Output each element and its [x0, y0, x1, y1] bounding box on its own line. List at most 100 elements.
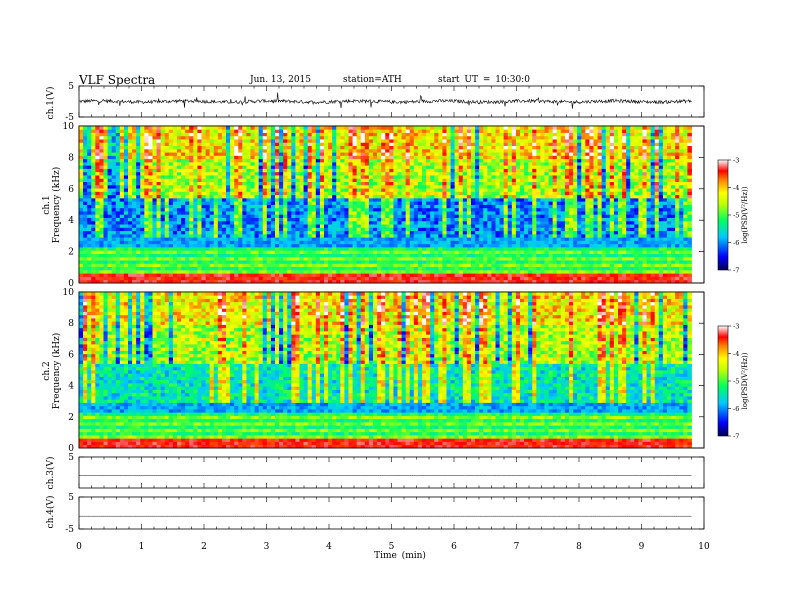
ch1s-cell — [111, 269, 117, 274]
ch1s-cell — [128, 145, 133, 150]
ch1s-cell — [91, 181, 96, 186]
ch1s-cell — [238, 191, 243, 196]
ch1s-cell — [454, 135, 460, 140]
ch1s-cell — [250, 152, 255, 156]
ch1s-cell — [201, 175, 206, 179]
ch1s-cell — [140, 263, 145, 268]
ch1s-cell — [364, 207, 370, 212]
ch1s-cell — [336, 273, 341, 277]
ch1s-cell — [111, 152, 117, 156]
ch1s-cell — [458, 145, 464, 150]
ch1s-cell — [299, 207, 304, 212]
ch1s-cell — [111, 211, 117, 215]
ch1s-cell — [287, 158, 292, 163]
ch1s-cell — [181, 126, 186, 130]
ch1s-cell — [213, 201, 219, 205]
ch1s-cell — [95, 204, 100, 209]
ch1s-cell — [79, 201, 84, 205]
ch1s-cell — [385, 227, 390, 232]
ch1s-cell — [283, 227, 288, 232]
ch1s-cell — [307, 227, 313, 232]
ch1s-cell — [295, 135, 300, 140]
ch1s-cell — [164, 273, 170, 277]
ch1s-cell — [307, 126, 313, 130]
ch1s-cell — [389, 184, 394, 189]
ch1s-cell — [360, 152, 366, 156]
ch1s-cell — [356, 263, 362, 268]
ch1s-cell — [295, 126, 300, 130]
ch1s-cell — [479, 135, 484, 140]
ch1s-cell — [164, 217, 170, 222]
ch1s-cell — [213, 211, 219, 215]
ch1s-cell — [409, 240, 415, 245]
ch1s-cell — [144, 158, 149, 163]
ch1s-cell — [356, 269, 362, 274]
ch1s-cell — [283, 217, 288, 222]
ch1s-cell — [475, 188, 480, 192]
ch1s-cell — [446, 207, 451, 212]
ch1s-cell — [144, 247, 149, 251]
ch1s-cell — [454, 256, 460, 261]
ch1s-cell — [132, 184, 137, 189]
ch1s-cell — [475, 214, 480, 218]
ch1s-cell — [123, 247, 129, 251]
ch1s-cell — [438, 165, 443, 169]
ch1s-cell — [344, 142, 349, 147]
ch1s-cell — [332, 148, 337, 153]
ch1s-cell — [311, 260, 317, 264]
ch1s-cell — [462, 247, 468, 251]
ch1s-cell — [287, 129, 292, 133]
ch1s-cell — [160, 145, 166, 150]
ch1s-cell — [242, 207, 247, 212]
ch1s-cell — [466, 224, 472, 228]
ch1s-cell — [446, 273, 451, 277]
ch1s-cell — [136, 227, 141, 232]
ch1s-cell — [189, 211, 194, 215]
ch1s-cell — [471, 233, 476, 238]
ch1s-cell — [466, 247, 472, 251]
ch1s-cell — [340, 158, 345, 163]
ch1s-cell — [164, 132, 170, 137]
ch1s-cell — [417, 161, 423, 166]
ch1s-cell — [413, 129, 419, 133]
ch1s-cell — [177, 214, 182, 218]
ch1s-cell — [287, 269, 292, 274]
ch1s-cell — [226, 126, 231, 130]
ch1s-cell — [319, 207, 325, 212]
ch1s-cell — [283, 155, 288, 160]
ch1s-cell — [385, 201, 390, 205]
ch1s-cell — [377, 152, 382, 156]
ch1s-cell — [172, 194, 178, 199]
ch1s-cell — [368, 211, 374, 215]
ch1s-cell — [348, 126, 353, 130]
ch1s-cell — [95, 194, 100, 199]
ch1s-cell — [458, 253, 464, 258]
ch1s-cell — [201, 184, 206, 189]
ch1s-cell — [291, 237, 296, 241]
ch1s-cell — [479, 279, 484, 284]
ch1s-cell — [405, 256, 411, 261]
ch1s-cell — [270, 224, 276, 228]
ch1s-cell — [311, 132, 317, 137]
ch1s-cell — [417, 126, 423, 130]
ch1s-cell — [450, 237, 456, 241]
ch1s-cell — [262, 197, 268, 202]
ch1s-cell — [442, 197, 447, 202]
ch1s-cell — [95, 135, 100, 140]
ch1s-cell — [332, 276, 337, 281]
ch1s-cell — [364, 175, 370, 179]
ch1s-cell — [115, 247, 121, 251]
ch1s-cell — [250, 211, 255, 215]
ch1s-cell — [475, 230, 480, 235]
ch1s-cell — [458, 211, 464, 215]
ch1s-cell — [275, 139, 280, 143]
ch1s-cell — [87, 263, 92, 268]
ch1s-cell — [315, 217, 321, 222]
ch1s-cell — [250, 214, 255, 218]
ch1s-cell — [177, 220, 182, 225]
ch1s-cell — [238, 233, 243, 238]
ch1s-cell — [128, 253, 133, 258]
ch1s-cell — [328, 214, 333, 218]
ch1s-cell — [340, 145, 345, 150]
ch1s-cell — [107, 142, 113, 147]
